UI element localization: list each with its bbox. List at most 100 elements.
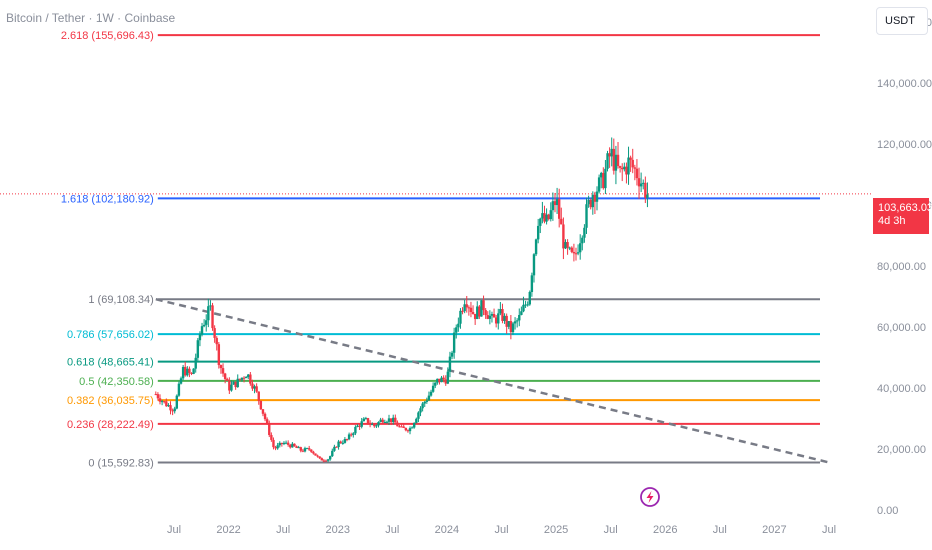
candle-body — [202, 324, 206, 327]
candle-body — [301, 450, 305, 452]
candle-body — [291, 443, 294, 448]
candle-body — [307, 448, 311, 450]
candle-body — [509, 321, 513, 333]
candle-body — [341, 442, 344, 444]
x-axis-tick-label: 2022 — [216, 524, 240, 536]
candle-body — [242, 377, 246, 379]
candle-body — [198, 334, 202, 341]
time-axis: Jul 2022 Jul 2023 Jul 2024 Jul 2025 Jul 2026 Jul 20… — [167, 524, 836, 536]
candle-body — [469, 307, 473, 313]
candle-body — [194, 357, 197, 369]
trendline[interactable] — [155, 298, 830, 464]
y-axis-tick-label: 80,000.00 — [877, 261, 926, 273]
candle-body — [536, 225, 540, 240]
fib-level-label: 0 (15,592.83) — [88, 457, 153, 469]
candle-body — [196, 340, 200, 358]
candle-body — [364, 418, 368, 420]
candles-layer — [154, 137, 649, 463]
candle-body — [324, 460, 328, 462]
candle-body — [572, 251, 576, 254]
candle-body — [528, 292, 531, 305]
candle-body — [534, 239, 538, 255]
x-axis-tick-label: 2026 — [653, 524, 677, 536]
candle-body — [612, 148, 616, 171]
candle-body — [526, 304, 529, 306]
candle-body — [505, 315, 508, 327]
candle-body — [318, 456, 321, 459]
candle-body — [635, 168, 639, 179]
candle-body — [236, 378, 239, 388]
x-axis-tick-label: Jul — [604, 524, 618, 536]
candle-body — [326, 459, 330, 461]
candle-body — [379, 419, 382, 423]
candle-body — [274, 447, 277, 449]
candle-body — [585, 204, 588, 228]
candle-body — [244, 376, 248, 379]
candle-body — [377, 422, 380, 426]
x-axis-tick-label: Jul — [494, 524, 508, 536]
candle-body — [251, 383, 254, 389]
candle-body — [457, 323, 460, 328]
candle-body — [530, 275, 534, 293]
candle-body — [421, 403, 424, 409]
candle-body — [431, 385, 435, 392]
candle-body — [158, 398, 162, 402]
candle-body — [238, 378, 242, 380]
candle-body — [562, 224, 565, 249]
candle-body — [482, 300, 485, 311]
candle-body — [629, 157, 632, 160]
candle-body — [448, 356, 452, 372]
candle-body — [310, 449, 313, 452]
candle-body — [375, 425, 378, 427]
candle-body — [389, 418, 393, 422]
candle-body — [265, 419, 269, 424]
quote-currency-button[interactable]: USDT — [876, 7, 928, 35]
candle-body — [186, 368, 189, 376]
candle-body — [417, 412, 420, 419]
candle-body — [627, 157, 630, 175]
candle-body — [297, 447, 300, 449]
candle-body — [423, 401, 426, 404]
candle-body — [305, 448, 309, 450]
candle-body — [356, 425, 359, 427]
fib-level-label: 0.618 (48,665.41) — [67, 357, 154, 369]
candle-body — [583, 227, 586, 238]
candle-body — [539, 218, 542, 226]
candle-body — [257, 391, 260, 401]
candle-body — [270, 434, 273, 440]
candle-body — [600, 172, 603, 178]
candle-body — [230, 384, 233, 391]
candle-body — [217, 344, 221, 366]
candle-body — [284, 442, 288, 444]
candle-body — [259, 400, 263, 410]
fib-level-label: 1 (69,108.34) — [88, 294, 153, 306]
x-axis-tick-label: Jul — [276, 524, 290, 536]
candle-body — [232, 381, 235, 385]
candle-body — [335, 446, 338, 448]
candle-body — [410, 427, 414, 429]
y-axis-tick-label: 140,000.00 — [877, 78, 932, 90]
candle-body — [602, 172, 605, 189]
candle-body — [253, 386, 256, 389]
candle-body — [299, 447, 302, 451]
x-axis-tick-label: 2023 — [326, 524, 350, 536]
candle-body — [173, 408, 176, 412]
candle-body — [486, 315, 489, 319]
x-axis-tick-label: 2025 — [544, 524, 568, 536]
candle-body — [520, 311, 523, 315]
candle-body — [637, 178, 641, 187]
candle-body — [333, 446, 336, 451]
lightning-bolt-icon[interactable] — [640, 487, 660, 507]
candle-body — [398, 426, 401, 428]
candle-body — [450, 352, 454, 357]
candle-body — [455, 327, 458, 333]
candle-body — [610, 148, 613, 157]
candle-body — [513, 321, 517, 324]
candle-body — [289, 444, 292, 448]
candle-body — [177, 383, 181, 396]
trendline-layer — [155, 298, 830, 464]
fib-level-label: 2.618 (155,696.43) — [61, 30, 154, 42]
chart-title: Bitcoin / Tether · 1W · Coinbase — [6, 11, 176, 25]
candle-body — [179, 378, 183, 384]
